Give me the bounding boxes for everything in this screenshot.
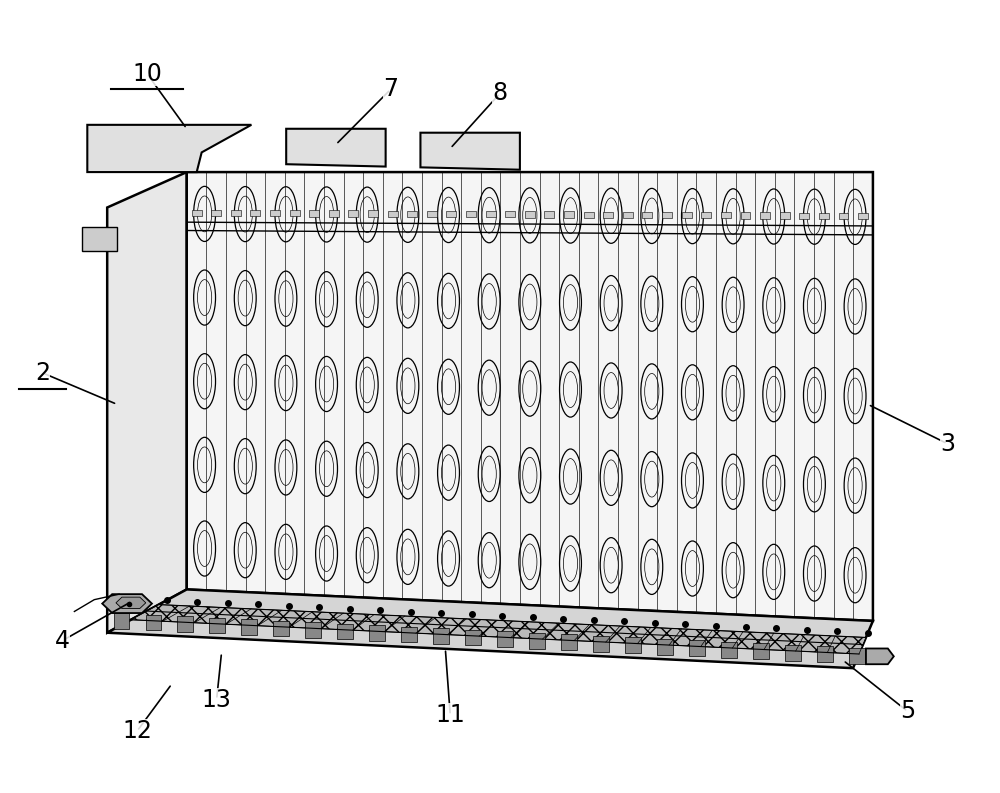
Polygon shape — [817, 646, 833, 662]
Polygon shape — [529, 633, 545, 649]
Text: 7: 7 — [383, 78, 398, 102]
Polygon shape — [407, 211, 417, 217]
Polygon shape — [433, 628, 449, 644]
Polygon shape — [505, 211, 515, 217]
Polygon shape — [250, 210, 260, 216]
Polygon shape — [625, 638, 641, 653]
Polygon shape — [753, 643, 769, 659]
Polygon shape — [348, 210, 358, 216]
Polygon shape — [525, 211, 535, 217]
Text: 12: 12 — [122, 719, 152, 743]
Polygon shape — [82, 228, 117, 251]
Polygon shape — [866, 649, 894, 665]
Polygon shape — [337, 624, 353, 639]
Polygon shape — [760, 213, 770, 219]
Polygon shape — [420, 132, 520, 170]
Polygon shape — [102, 594, 152, 613]
Polygon shape — [427, 211, 437, 217]
Polygon shape — [305, 623, 321, 638]
Polygon shape — [858, 213, 868, 219]
Polygon shape — [682, 212, 692, 218]
Polygon shape — [642, 212, 652, 218]
Polygon shape — [466, 211, 476, 217]
Polygon shape — [369, 625, 385, 641]
Polygon shape — [401, 626, 417, 642]
Polygon shape — [273, 621, 289, 637]
Polygon shape — [446, 211, 456, 217]
Polygon shape — [584, 212, 594, 218]
Polygon shape — [721, 213, 731, 219]
Polygon shape — [785, 645, 801, 661]
Polygon shape — [593, 636, 609, 652]
Text: 10: 10 — [132, 62, 162, 86]
Text: 8: 8 — [492, 82, 508, 105]
Polygon shape — [689, 640, 705, 656]
Polygon shape — [211, 209, 221, 216]
Polygon shape — [231, 210, 241, 216]
Text: 2: 2 — [35, 361, 50, 385]
Polygon shape — [116, 597, 146, 608]
Polygon shape — [270, 210, 280, 216]
Polygon shape — [849, 648, 865, 664]
Polygon shape — [309, 210, 319, 216]
Polygon shape — [603, 212, 613, 218]
Polygon shape — [780, 213, 790, 219]
Polygon shape — [87, 125, 251, 172]
Polygon shape — [329, 210, 339, 216]
Text: 5: 5 — [900, 699, 915, 723]
Polygon shape — [177, 616, 193, 632]
Polygon shape — [564, 212, 574, 218]
Polygon shape — [388, 211, 398, 217]
Polygon shape — [286, 128, 386, 167]
Polygon shape — [465, 630, 481, 646]
Polygon shape — [799, 213, 809, 219]
Text: 13: 13 — [202, 688, 232, 711]
Polygon shape — [741, 213, 750, 219]
Polygon shape — [107, 172, 187, 633]
Polygon shape — [192, 209, 202, 216]
Polygon shape — [290, 210, 300, 216]
Polygon shape — [497, 631, 513, 647]
Text: 11: 11 — [435, 703, 465, 727]
Polygon shape — [721, 642, 737, 657]
Polygon shape — [131, 604, 866, 654]
Polygon shape — [839, 213, 848, 219]
Polygon shape — [819, 213, 829, 219]
Polygon shape — [107, 589, 873, 668]
Polygon shape — [561, 634, 577, 650]
Text: 4: 4 — [55, 629, 70, 653]
Polygon shape — [662, 212, 672, 218]
Polygon shape — [187, 172, 873, 621]
Polygon shape — [209, 618, 225, 634]
Polygon shape — [657, 639, 673, 654]
Polygon shape — [486, 211, 496, 217]
Polygon shape — [114, 613, 129, 629]
Polygon shape — [544, 212, 554, 217]
Polygon shape — [241, 619, 257, 635]
Polygon shape — [623, 212, 633, 218]
Polygon shape — [701, 212, 711, 218]
Polygon shape — [368, 210, 378, 216]
Polygon shape — [146, 615, 161, 630]
Text: 3: 3 — [940, 431, 955, 456]
